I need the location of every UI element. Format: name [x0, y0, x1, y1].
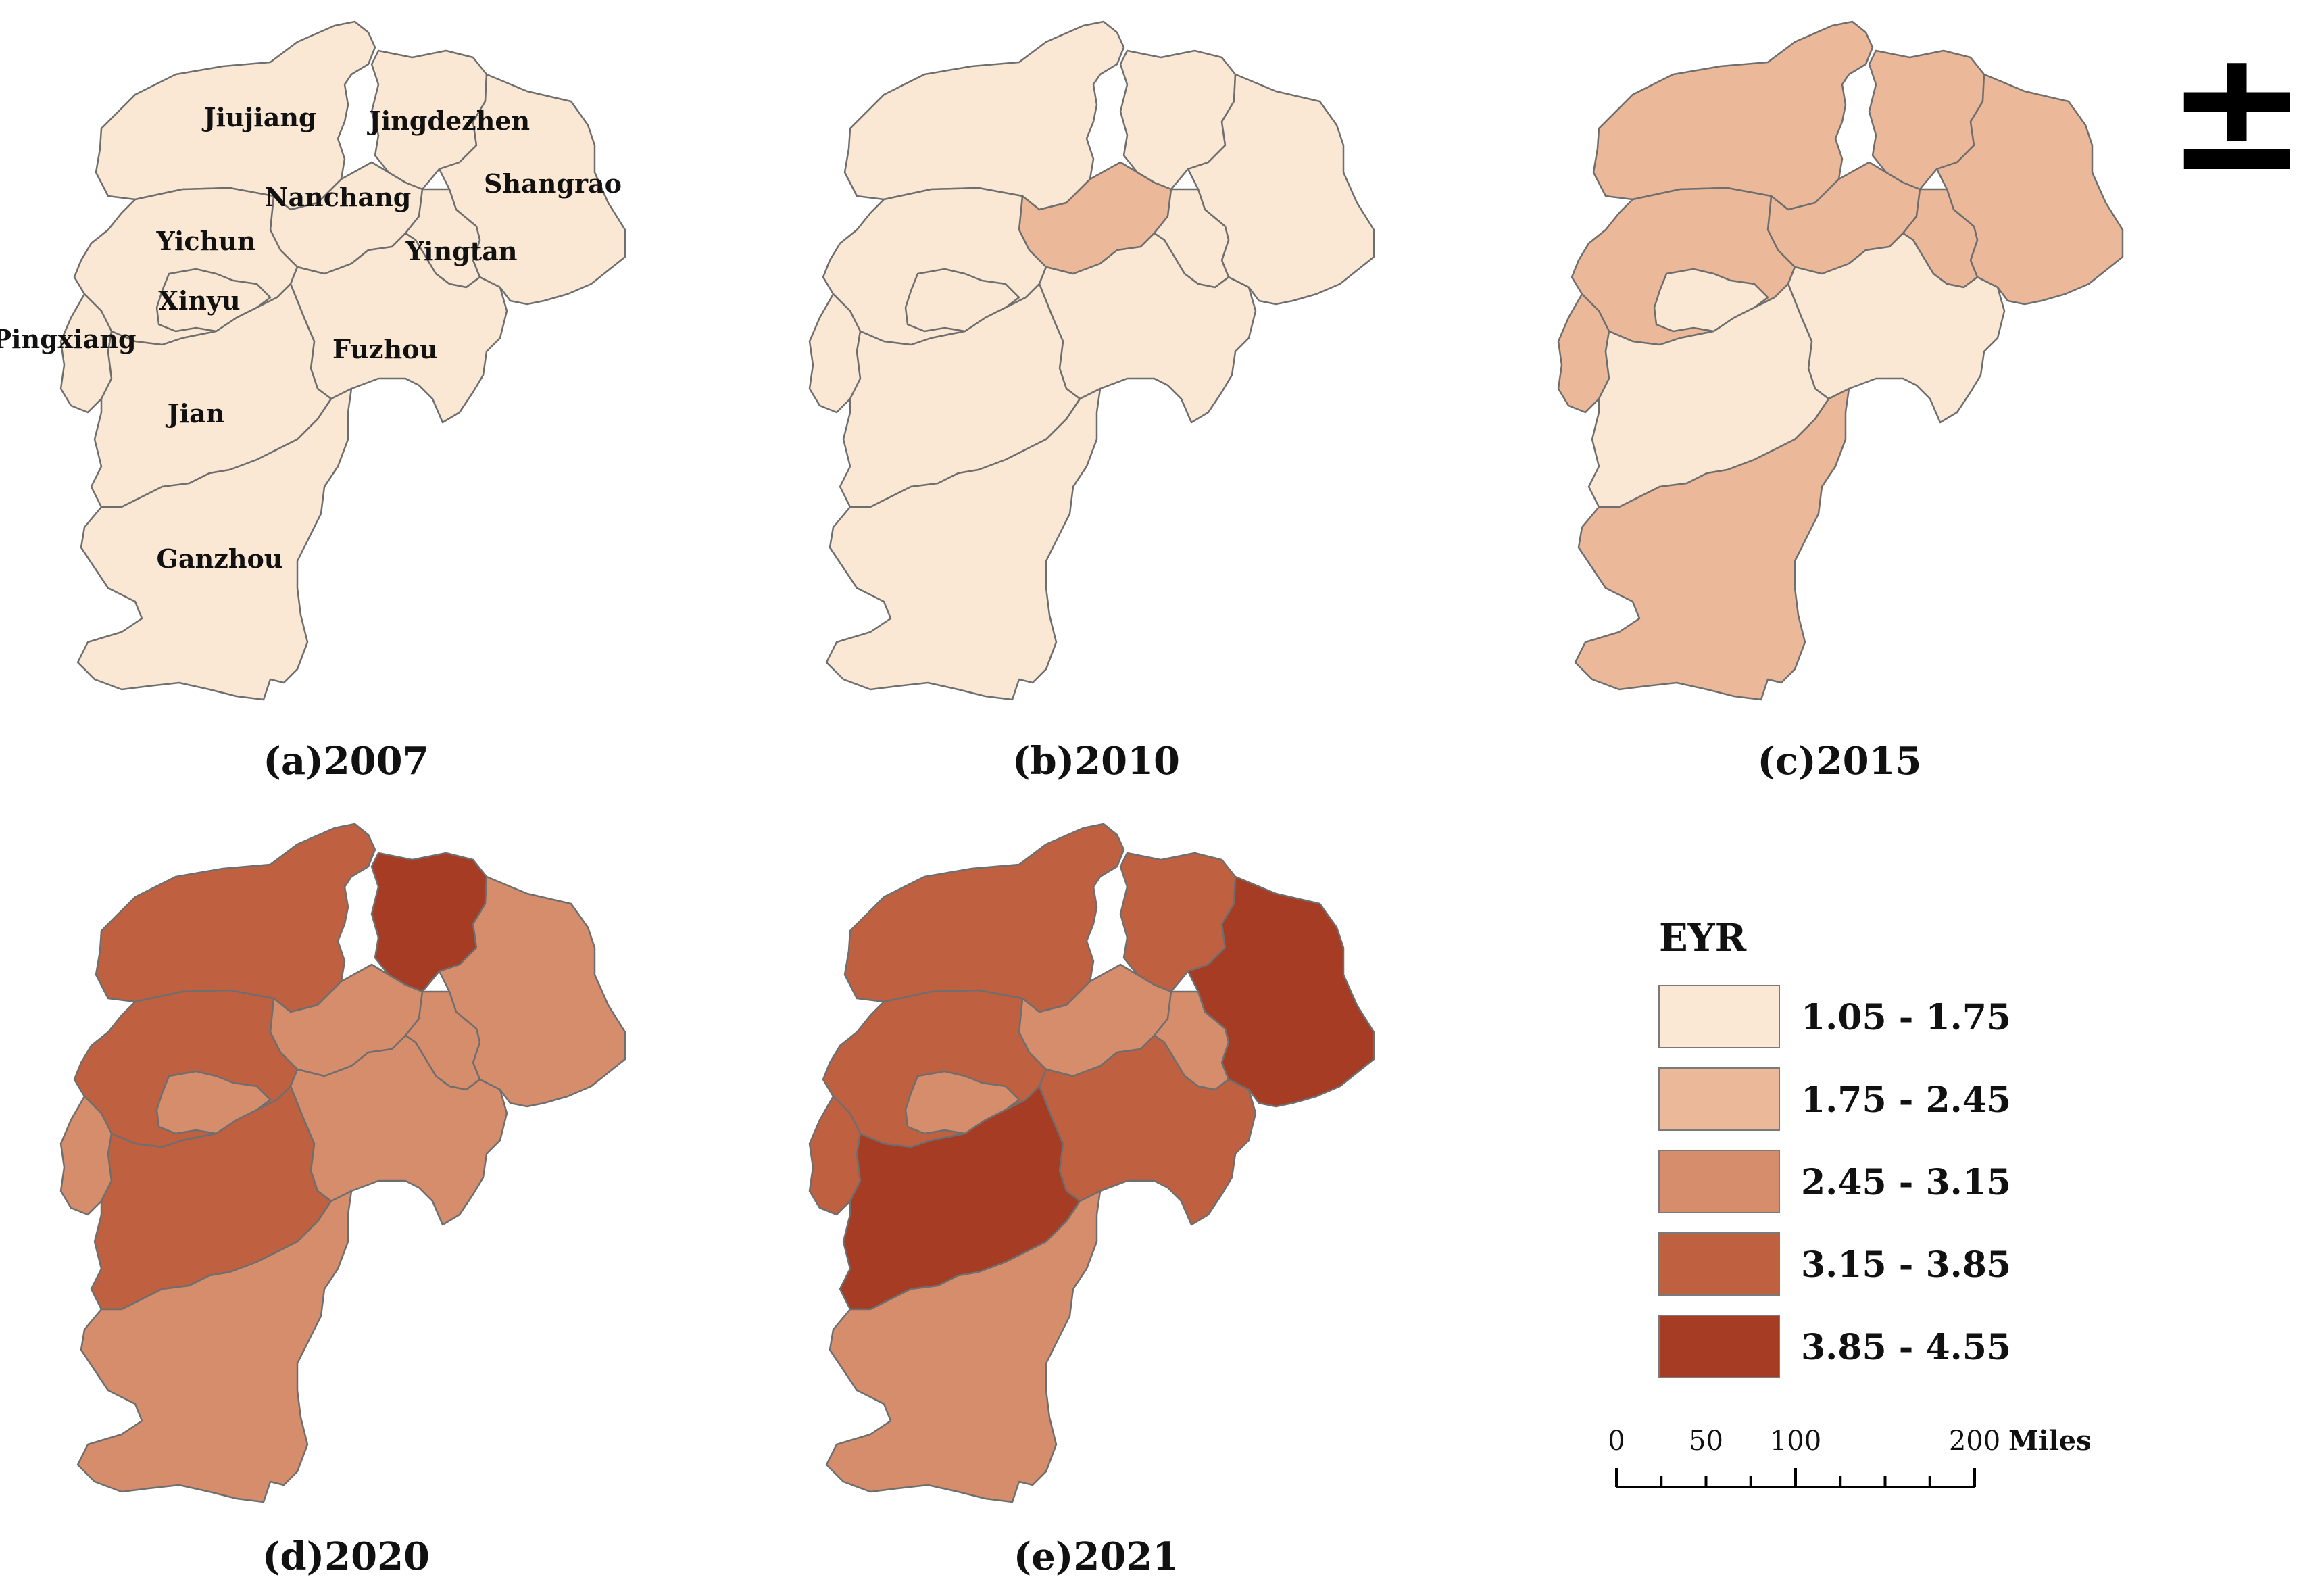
map-panel-5	[808, 823, 1375, 1503]
region-label-yichun: Yichun	[156, 226, 256, 256]
scale-bar: 0 50 100 200 Miles	[1608, 1425, 2092, 1488]
region-label-yingtan: Yingtan	[405, 236, 518, 266]
scale-tick-label: 50	[1689, 1426, 1723, 1457]
panel-caption: (e)2021	[1014, 1534, 1179, 1579]
region-label-shangrao: Shangrao	[484, 168, 622, 199]
legend-swatch	[1658, 1232, 1780, 1296]
map-panel-3	[1557, 20, 2124, 701]
region-ganzhou	[825, 387, 1102, 701]
region-jiujiang	[843, 823, 1125, 1013]
panel-caption: (a)2007	[263, 739, 428, 783]
map-panel-4	[59, 823, 626, 1503]
region-label-xinyu: Xinyu	[158, 285, 240, 316]
region-label-jian: Jian	[166, 398, 225, 429]
region-ganzhou	[825, 1190, 1102, 1503]
region-shangrao	[1187, 73, 1375, 306]
panel-caption: (b)2010	[1012, 739, 1180, 783]
region-label-jiujiang: Jiujiang	[201, 102, 316, 132]
region-label-fuzhou: Fuzhou	[332, 334, 438, 364]
scale-tick-label: 0	[1608, 1426, 1625, 1457]
region-ganzhou	[1574, 387, 1850, 701]
region-shangrao	[438, 875, 626, 1108]
region-ganzhou	[76, 1190, 353, 1503]
legend-swatch	[1658, 1150, 1780, 1213]
panel-caption: (d)2020	[262, 1534, 430, 1579]
legend-swatch	[1658, 1315, 1780, 1378]
panel-caption: (c)2015	[1758, 739, 1922, 783]
map-panels: Jiujiang Jingdezhen Shangrao Nanchang Yichun…	[0, 20, 2124, 1579]
legend-swatch	[1658, 1067, 1780, 1131]
legend-label: 1.05 - 1.75	[1801, 997, 2011, 1038]
map-panel-2	[808, 20, 1375, 701]
region-shangrao	[1935, 73, 2124, 306]
legend-label: 3.15 - 3.85	[1801, 1244, 2011, 1286]
region-label-nanchang: Nanchang	[265, 182, 412, 212]
scale-tick-label: 100	[1770, 1426, 1821, 1457]
region-jiujiang	[95, 823, 376, 1013]
scale-unit-label: Miles	[2008, 1425, 2092, 1457]
region-shangrao	[438, 73, 626, 306]
legend: EYR 1.05 - 1.75 1.75 - 2.45 2.45 - 3.15 3.1…	[1658, 916, 2011, 1378]
scale-tick-label: 200	[1949, 1426, 2000, 1457]
region-jiujiang	[843, 20, 1125, 211]
region-label-pingxiang: Pingxiang	[0, 324, 137, 354]
legend-items: 1.05 - 1.75 1.75 - 2.45 2.45 - 3.15 3.15 - …	[1658, 985, 2011, 1378]
legend-swatch	[1658, 985, 1780, 1048]
legend-label: 2.45 - 3.15	[1801, 1162, 2011, 1203]
legend-label: 3.85 - 4.55	[1801, 1327, 2011, 1368]
legend-label: 1.75 - 2.45	[1801, 1079, 2011, 1121]
region-shangrao	[1187, 875, 1375, 1108]
map-panel-1: Jiujiang Jingdezhen Shangrao Nanchang Yichun…	[0, 20, 626, 701]
region-label-jingdezhen: Jingdezhen	[367, 105, 530, 136]
region-label-ganzhou: Ganzhou	[157, 543, 283, 574]
north-arrow-icon: ±	[2166, 12, 2307, 209]
region-jiujiang	[1592, 20, 1874, 211]
region-ganzhou	[76, 387, 353, 701]
legend-title: EYR	[1659, 916, 1747, 960]
